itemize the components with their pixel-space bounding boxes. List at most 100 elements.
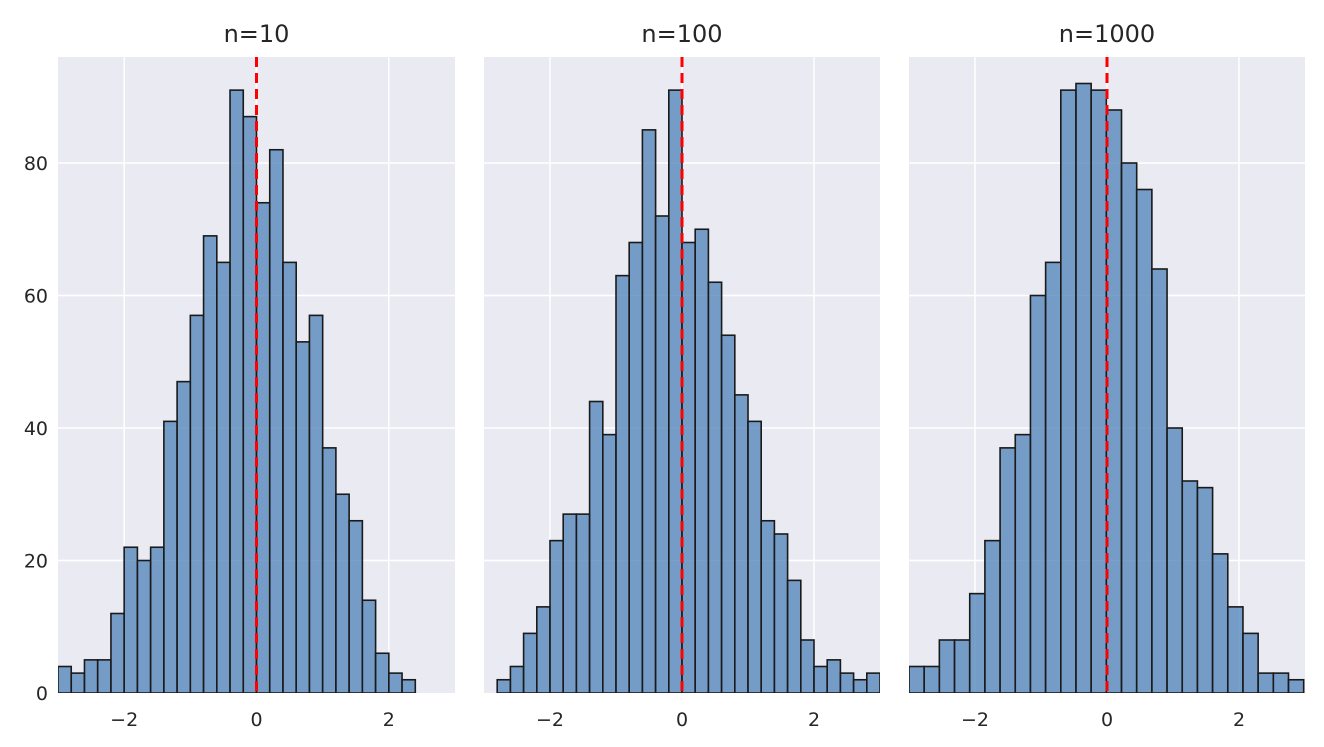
histogram-bar bbox=[1287, 678, 1305, 693]
histogram-bar bbox=[123, 546, 139, 693]
histogram-bar bbox=[938, 639, 956, 693]
x-tick-label: −2 bbox=[961, 709, 989, 731]
histogram-bar bbox=[136, 559, 152, 693]
histogram-bar bbox=[681, 241, 696, 693]
histogram-bar bbox=[70, 672, 86, 693]
x-tick-label: −2 bbox=[110, 709, 138, 731]
histogram-bar bbox=[374, 652, 390, 693]
histogram-bar bbox=[83, 659, 99, 693]
histogram-bar bbox=[242, 115, 258, 693]
histogram-bar bbox=[968, 592, 986, 693]
histogram-panel-3: n=1000 −2 0 2 bbox=[909, 20, 1305, 731]
y-tick-label: 60 bbox=[24, 286, 48, 308]
x-tick-label: 0 bbox=[1101, 709, 1113, 731]
histogram-bar bbox=[654, 215, 670, 693]
y-tick-label: 40 bbox=[24, 418, 48, 440]
histogram-bar bbox=[1226, 606, 1244, 693]
histogram-bar bbox=[348, 519, 364, 693]
bars-group bbox=[909, 82, 1305, 693]
histogram-bar bbox=[839, 672, 855, 693]
histogram-bar bbox=[255, 201, 271, 693]
panel-title: n=100 bbox=[641, 20, 722, 48]
histogram-bar bbox=[1014, 433, 1032, 693]
histogram-bar bbox=[335, 493, 350, 693]
histogram-bar bbox=[760, 519, 776, 693]
histogram-bar bbox=[747, 420, 762, 693]
x-tick-label: 0 bbox=[250, 709, 262, 731]
histogram-bar bbox=[361, 599, 377, 693]
histogram-panel-2: n=100 −2 0 2 bbox=[484, 20, 880, 731]
histogram-bar bbox=[216, 261, 231, 693]
histogram-bar bbox=[628, 241, 644, 693]
histogram-bar bbox=[707, 281, 723, 693]
histogram-bar bbox=[282, 261, 298, 693]
histogram-bar bbox=[1242, 632, 1259, 693]
histogram-bar bbox=[953, 639, 971, 693]
histogram-bar bbox=[1029, 294, 1047, 693]
histogram-bar bbox=[149, 546, 165, 693]
histogram-bar bbox=[799, 639, 815, 693]
histogram-bar bbox=[1211, 553, 1229, 693]
histogram-bar bbox=[163, 420, 178, 693]
bars-group bbox=[58, 89, 417, 693]
histogram-bar bbox=[58, 665, 73, 693]
histogram-bar bbox=[202, 235, 218, 693]
y-tick-label: 0 bbox=[36, 683, 48, 705]
histogram-bar bbox=[509, 665, 525, 693]
histogram-bar bbox=[308, 314, 324, 693]
y-tick-label: 80 bbox=[24, 153, 48, 175]
histogram-bar bbox=[1257, 672, 1275, 693]
histogram-bar bbox=[229, 89, 245, 693]
histogram-bar bbox=[189, 314, 205, 693]
histogram-bar bbox=[720, 334, 736, 693]
bars-group bbox=[496, 89, 880, 693]
histogram-bar bbox=[1135, 188, 1153, 693]
histogram-bar bbox=[601, 433, 617, 693]
histogram-bar bbox=[549, 539, 564, 693]
histogram-bar bbox=[826, 659, 842, 693]
histogram-bar bbox=[923, 665, 941, 693]
histogram-bar bbox=[667, 89, 683, 693]
histogram-bar bbox=[865, 672, 880, 693]
histogram-bar bbox=[773, 533, 789, 693]
histogram-bar bbox=[96, 659, 112, 693]
histogram-bar bbox=[1060, 89, 1077, 693]
histogram-bar bbox=[1196, 486, 1214, 693]
histogram-bar bbox=[295, 341, 311, 693]
histogram-bar bbox=[813, 665, 828, 693]
histogram-bar bbox=[909, 665, 925, 693]
histogram-bar bbox=[984, 539, 1001, 693]
y-tick-label: 20 bbox=[24, 551, 48, 573]
histogram-bar bbox=[641, 129, 657, 693]
x-tick-label: 2 bbox=[1233, 709, 1245, 731]
histogram-bar bbox=[733, 394, 749, 693]
x-tick-label: 0 bbox=[676, 709, 688, 731]
histogram-bar bbox=[268, 148, 284, 693]
histogram-bar bbox=[1272, 672, 1290, 693]
histogram-bar bbox=[1151, 268, 1168, 693]
histogram-bar bbox=[786, 579, 802, 693]
histogram-bar bbox=[588, 400, 604, 693]
panel-title: n=1000 bbox=[1059, 20, 1155, 48]
histogram-bar bbox=[496, 678, 512, 693]
histogram-bar bbox=[615, 274, 630, 693]
histogram-bar bbox=[401, 678, 417, 693]
histogram-bar bbox=[522, 632, 538, 693]
histogram-bar bbox=[694, 228, 710, 693]
x-tick-label: 2 bbox=[383, 709, 395, 731]
histogram-bar bbox=[321, 447, 337, 693]
histogram-bar bbox=[1044, 261, 1062, 693]
histogram-bar bbox=[562, 513, 578, 693]
histogram-bar bbox=[999, 447, 1017, 693]
histogram-bar bbox=[176, 380, 192, 693]
histogram-bar bbox=[388, 672, 403, 693]
histogram-bar bbox=[1105, 109, 1123, 693]
histogram-bar bbox=[852, 678, 868, 693]
histogram-bar bbox=[110, 612, 125, 693]
histogram-bar bbox=[1181, 480, 1199, 693]
x-tick-label: 2 bbox=[808, 709, 820, 731]
histogram-bar bbox=[1075, 82, 1092, 693]
x-tick-label: −2 bbox=[536, 709, 564, 731]
